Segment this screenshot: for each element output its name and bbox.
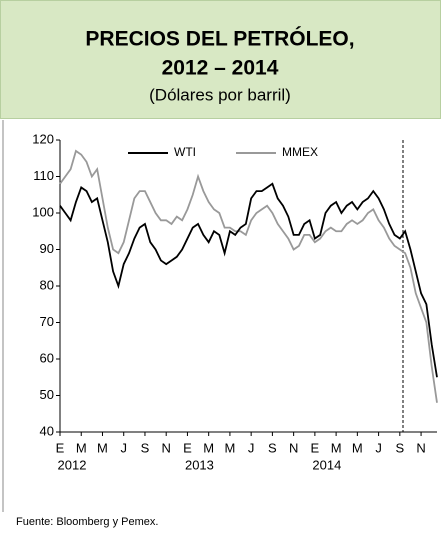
x-tick-label: M xyxy=(352,440,363,455)
x-tick-label: J xyxy=(248,440,255,455)
x-tick-label: J xyxy=(375,440,382,455)
x-tick-label: S xyxy=(395,440,404,455)
legend-label: WTI xyxy=(174,145,196,159)
x-tick-label: N xyxy=(289,440,298,455)
x-tick-label: M xyxy=(331,440,342,455)
x-tick-label: E xyxy=(311,440,320,455)
x-tick-label: N xyxy=(162,440,171,455)
chart-title: PRECIOS DEL PETRÓLEO, xyxy=(85,27,354,51)
data-line xyxy=(59,149,438,403)
header-box xyxy=(0,0,441,119)
x-tick-label: E xyxy=(56,440,65,455)
chart-subtitle: (Dólares por barril) xyxy=(149,85,291,104)
y-tick-label: 40 xyxy=(40,423,54,438)
x-tick-label: M xyxy=(76,440,87,455)
x-tick-label: S xyxy=(268,440,277,455)
y-tick-label: 100 xyxy=(32,204,54,219)
x-tick-label: M xyxy=(203,440,214,455)
year-label: 2013 xyxy=(185,457,214,472)
y-tick-label: 90 xyxy=(40,241,54,256)
y-tick-label: 70 xyxy=(40,314,54,329)
year-label: 2012 xyxy=(58,457,87,472)
legend-label: MMEX xyxy=(282,145,318,159)
x-tick-label: J xyxy=(120,440,127,455)
y-tick-label: 50 xyxy=(40,387,54,402)
y-tick-label: 110 xyxy=(33,168,54,183)
x-tick-label: N xyxy=(416,440,425,455)
y-tick-label: 80 xyxy=(40,277,54,292)
x-tick-label: M xyxy=(97,440,108,455)
x-tick-label: E xyxy=(183,440,192,455)
source-note: Fuente: Bloomberg y Pemex. xyxy=(16,516,158,528)
chart-title: 2012 – 2014 xyxy=(162,57,279,80)
year-label: 2014 xyxy=(312,457,341,472)
y-tick-label: 60 xyxy=(40,350,54,365)
y-tick-label: 120 xyxy=(32,131,54,146)
x-tick-label: S xyxy=(141,440,150,455)
data-line xyxy=(59,182,438,378)
x-tick-label: M xyxy=(224,440,235,455)
